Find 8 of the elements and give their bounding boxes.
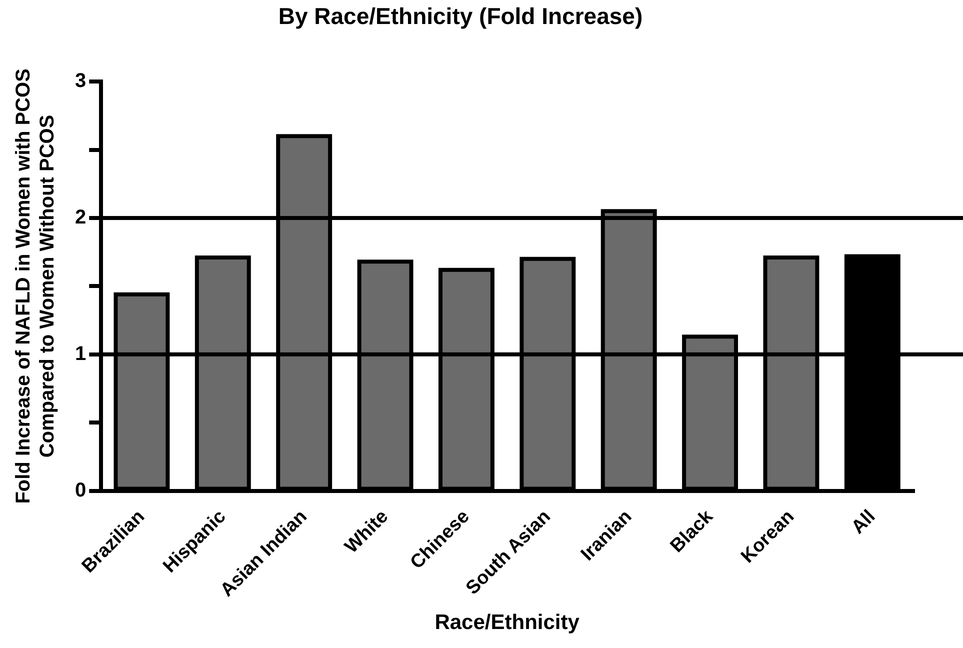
chart-title: By Race/Ethnicity (Fold Increase) xyxy=(278,3,643,30)
x-axis-title: Race/Ethnicity xyxy=(434,611,580,634)
y-tick-label: 0 xyxy=(75,479,86,502)
y-tick-label: 3 xyxy=(75,70,86,92)
x-tick-label: All xyxy=(848,506,880,538)
y-tick-label: 2 xyxy=(75,206,86,229)
y-tick-label: 1 xyxy=(75,342,86,365)
y-axis-title: Fold Increase of NAFLD in Women with PCOS Compared to Women Without PCOS xyxy=(12,68,59,504)
